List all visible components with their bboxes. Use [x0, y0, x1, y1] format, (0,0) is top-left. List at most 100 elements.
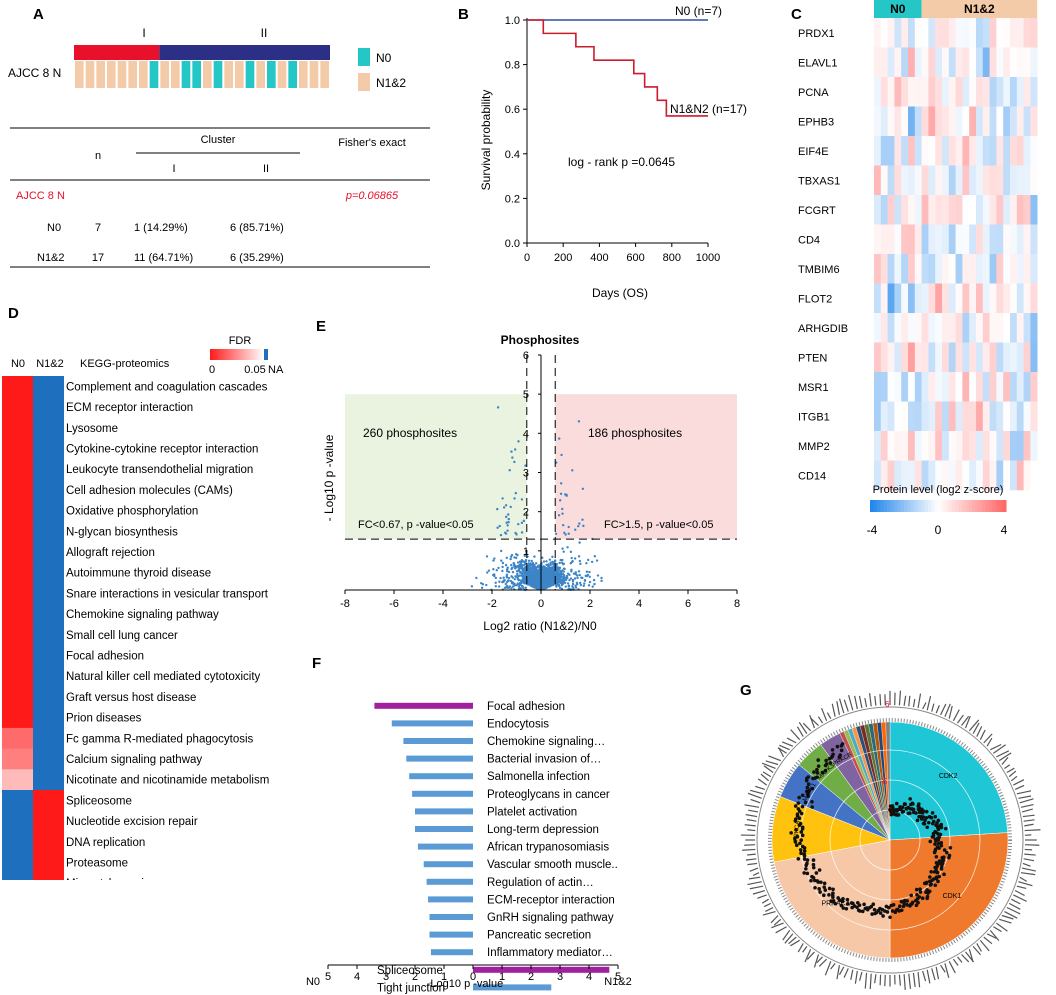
e-xtick-label: -6	[389, 598, 399, 610]
g-gene-name-mark	[768, 755, 781, 762]
e-point	[529, 573, 532, 577]
c-cell	[901, 460, 909, 491]
g-point	[888, 915, 892, 920]
g-point	[811, 858, 816, 862]
c-colorbar-seg	[999, 500, 1004, 512]
cluster-ii-bar	[159, 45, 330, 60]
e-point	[558, 437, 561, 440]
c-cell	[921, 106, 929, 137]
d-pathway-label: Focal adhesion	[66, 650, 144, 662]
c-cell	[908, 165, 916, 196]
e-point	[532, 574, 535, 577]
c-colorbar-seg	[914, 500, 919, 512]
e-point	[559, 492, 563, 496]
c-cell	[976, 313, 984, 343]
g-gene-name-mark	[747, 862, 758, 866]
c-cell	[1023, 165, 1031, 196]
b-ytick-label: 0.8	[505, 60, 520, 72]
g-point	[822, 881, 827, 886]
f-bar	[426, 878, 473, 885]
g-gene-name-mark	[999, 918, 1012, 924]
c-cell	[928, 460, 936, 491]
c-cell	[962, 47, 970, 78]
c-row-label: TMBIM6	[798, 264, 840, 276]
g-point	[884, 904, 889, 909]
sample-cell	[320, 61, 329, 88]
e-point	[501, 561, 505, 565]
c-cell	[948, 254, 956, 284]
c-cell	[1003, 136, 1011, 166]
g-gene-name-mark	[908, 695, 911, 707]
e-left-region	[345, 394, 527, 540]
g-point	[828, 761, 833, 765]
g-gene-name-mark	[948, 961, 956, 974]
f-category-label: Vascular smooth muscle..	[487, 859, 618, 871]
g-point	[819, 880, 823, 885]
e-point	[531, 565, 535, 568]
c-cell	[989, 47, 997, 78]
e-point	[546, 586, 549, 589]
g-gene-name-mark	[983, 936, 993, 945]
g-point	[928, 839, 933, 844]
f-bar	[415, 826, 473, 832]
g-gene-name-mark	[968, 719, 980, 732]
c-cell	[1003, 401, 1011, 432]
c-cell	[1016, 224, 1024, 255]
e-point	[579, 583, 583, 587]
e-ytick-label: 3	[523, 468, 529, 480]
e-point	[562, 577, 565, 580]
e-point	[523, 582, 527, 585]
e-point	[531, 584, 534, 587]
c-cell	[908, 47, 916, 78]
g-point	[829, 899, 834, 903]
c-cell	[908, 431, 916, 461]
e-point	[555, 584, 558, 587]
g-gene-name-mark	[1013, 894, 1027, 902]
e-point	[548, 567, 551, 571]
sample-cell	[213, 61, 223, 88]
g-gene-name-mark	[745, 814, 758, 818]
g-gene-name-mark	[784, 933, 794, 944]
e-point	[517, 440, 520, 443]
g-gene-name-mark	[952, 958, 959, 966]
e-point	[517, 522, 520, 526]
e-point	[553, 559, 557, 563]
c-cell	[996, 460, 1004, 491]
e-point	[558, 586, 562, 589]
c-cell	[1003, 283, 1011, 314]
sample-strip	[75, 61, 329, 88]
g-point	[923, 818, 927, 823]
g-point	[930, 835, 935, 839]
d-cell-n0	[2, 748, 33, 770]
table-row-n0-n: 7	[95, 222, 101, 234]
e-point	[495, 569, 499, 572]
g-gene-name-mark	[775, 926, 787, 934]
e-point	[561, 547, 564, 550]
c-cell	[880, 47, 888, 78]
b-ytick-label: 1.0	[505, 15, 520, 27]
g-gene-name-mark	[843, 699, 849, 712]
g-point	[914, 898, 918, 903]
table-row-n12-label: N1&2	[37, 252, 65, 264]
g-point	[803, 800, 808, 805]
g-point	[798, 848, 803, 852]
e-point	[513, 564, 516, 567]
e-point	[510, 575, 513, 578]
e-point	[514, 491, 518, 495]
g-point	[809, 878, 813, 883]
c-cell	[1003, 460, 1011, 491]
e-point	[537, 585, 540, 588]
c-cell	[962, 136, 970, 166]
g-point	[816, 764, 821, 768]
e-point	[507, 570, 511, 574]
e-point	[571, 580, 575, 583]
c-cell	[955, 372, 963, 402]
c-cell	[1010, 77, 1018, 107]
e-point	[515, 583, 518, 587]
g-point	[806, 782, 811, 786]
f-xtick-label: 4	[586, 971, 592, 983]
g-point	[939, 825, 944, 830]
c-cell	[989, 136, 997, 166]
e-point	[532, 568, 535, 572]
g-gene-name-mark	[961, 954, 970, 963]
